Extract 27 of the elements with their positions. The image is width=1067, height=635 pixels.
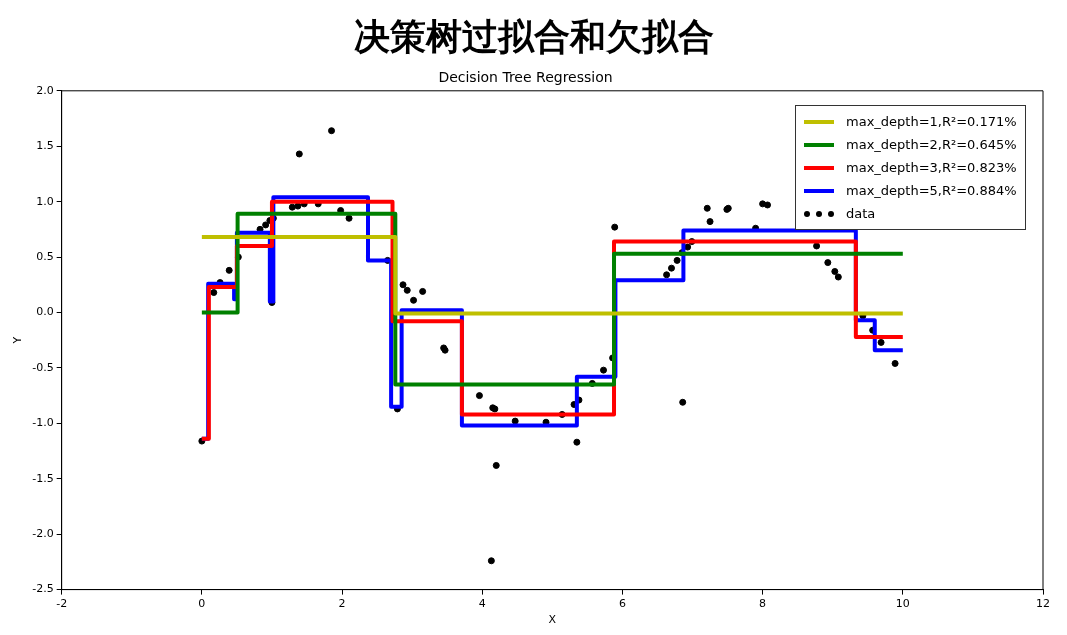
- legend-label: max_depth=3,R²=0.823%: [846, 160, 1017, 175]
- x-tick-label: 0: [198, 597, 206, 611]
- y-tick-label: 1.5: [36, 139, 54, 153]
- legend-label: max_depth=1,R²=0.171%: [846, 114, 1017, 129]
- legend-label: max_depth=2,R²=0.645%: [846, 137, 1017, 152]
- x-tick-label: 8: [759, 597, 767, 611]
- x-tick-label: -2: [56, 597, 68, 611]
- chart-subtitle: Decision Tree Regression: [438, 69, 613, 86]
- x-tick-label: 2: [338, 597, 346, 611]
- y-tick-label: -2.0: [32, 527, 54, 541]
- y-tick-label: 0.5: [36, 249, 54, 263]
- x-tick-label: 4: [478, 597, 486, 611]
- x-tick-label: 10: [895, 597, 910, 611]
- legend-label: data: [846, 206, 876, 221]
- y-tick-label: 0.0: [36, 305, 54, 319]
- y-tick-label: -2.5: [32, 582, 54, 596]
- y-tick-label: -1.0: [32, 416, 54, 430]
- y-tick-label: 2.0: [36, 83, 54, 97]
- y-tick-label: -1.5: [32, 471, 54, 485]
- x-tick-label: 12: [1036, 597, 1050, 611]
- chart-title: 决策树过拟合和欠拟合: [352, 15, 715, 59]
- legend-label: max_depth=5,R²=0.884%: [846, 183, 1017, 198]
- y-tick-label: -0.5: [32, 360, 54, 374]
- y-tick-label: 1.0: [36, 194, 54, 208]
- x-axis-title: X: [548, 613, 557, 627]
- x-tick-label: 6: [618, 597, 626, 611]
- y-axis-title: Y: [11, 336, 25, 345]
